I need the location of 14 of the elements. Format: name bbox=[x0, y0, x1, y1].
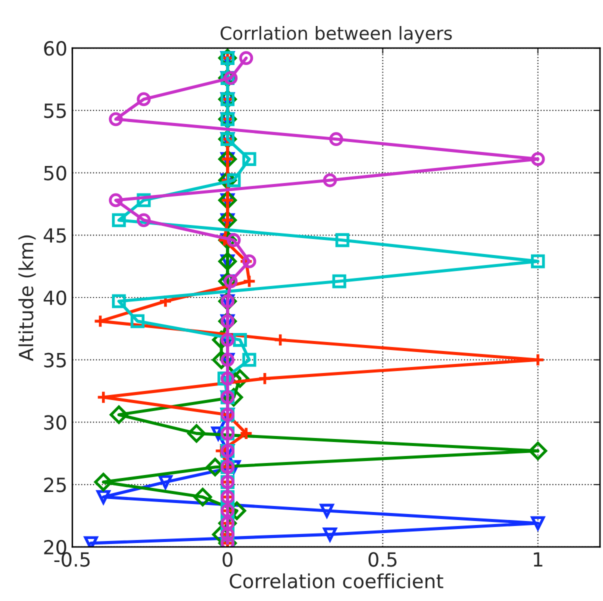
y-tick-label: 55 bbox=[44, 104, 66, 118]
y-tick-label: 30 bbox=[44, 415, 66, 430]
y-tick-label: 35 bbox=[44, 352, 66, 368]
chart-title: Corrlation between layers bbox=[220, 26, 452, 44]
x-tick-label: 1 bbox=[534, 552, 542, 567]
y-tick-label: 60 bbox=[44, 41, 66, 56]
x-axis-title: Correlation coefficient bbox=[230, 573, 444, 588]
x-tick-label: 0.5 bbox=[368, 552, 396, 567]
y-tick-label: 40 bbox=[44, 290, 66, 306]
y-tick-label: 45 bbox=[44, 228, 66, 243]
y-tick-label: 25 bbox=[44, 478, 66, 492]
x-tick-label: 0 bbox=[222, 552, 232, 567]
y-tick-label: 50 bbox=[44, 166, 66, 180]
y-axis-title: Altitude (km) bbox=[18, 235, 36, 362]
